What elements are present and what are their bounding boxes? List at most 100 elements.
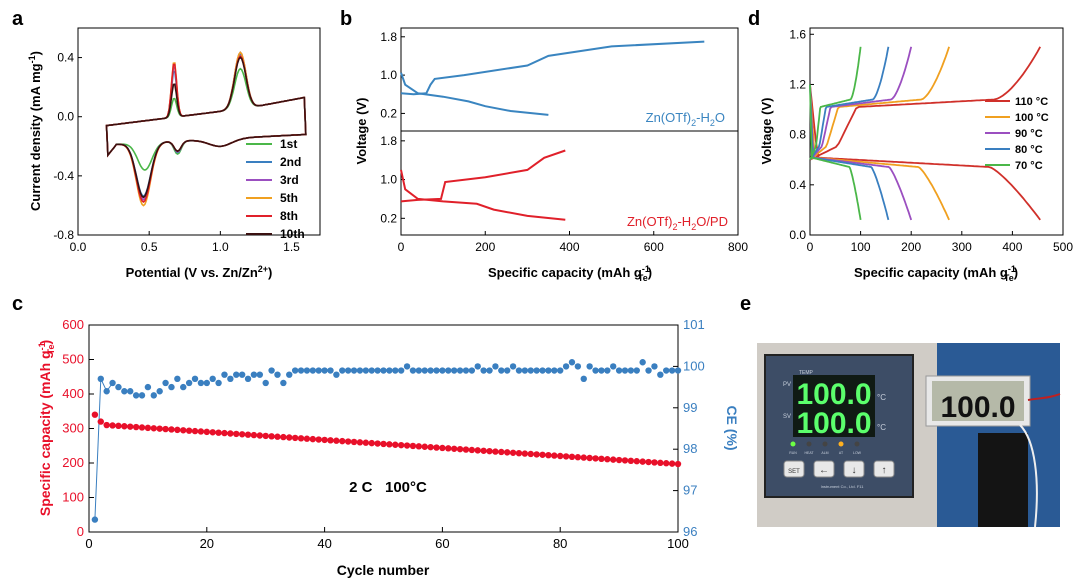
c-ytick-label: 200 [62,455,84,470]
c-ce-point [486,367,493,374]
controller-key [783,460,805,478]
led-run [790,441,796,447]
c-ce-point [215,379,222,387]
led-label: ALM [821,451,828,455]
c-capacity-point [474,447,481,454]
c-ce-point [150,392,157,399]
c-capacity-point [215,429,222,436]
c-ce-point [97,375,104,383]
c-ce-point [439,367,446,374]
c-capacity-point [421,443,428,450]
d-xtick-label: 100 [851,240,871,254]
led-label: RUN [789,451,797,455]
c-y2tick-label: 100 [683,358,705,373]
probe-wire [1027,393,1061,401]
led-label: HEAT [804,451,814,455]
c-capacity-point [121,423,128,430]
panel-label-e: e [740,293,751,315]
c-ce-point [539,367,546,374]
c-ce-point [492,363,499,370]
a-xtick-label: 1.0 [212,240,229,254]
small-thermometer-value: 100.0 [940,391,1015,424]
c-ce-point [286,371,293,378]
c-capacity-point [580,454,587,461]
c-capacity-point [521,450,529,457]
chart-c-ylabel: Specific capacity (mAh g-1Te) [37,340,56,516]
c-ce-point [156,388,163,395]
controller-key [813,460,835,478]
c-y2tick-label: 96 [683,524,697,539]
chart-d-frame [809,27,1064,236]
b-xtick-label: 800 [728,240,748,254]
c-capacity-point [380,440,387,448]
c-ce-point [445,367,452,374]
c-capacity-point [592,455,599,462]
c-capacity-point [509,449,517,456]
a-ytick-label: 0.0 [57,110,74,124]
c-capacity-point [498,448,505,456]
c-ce-point [674,367,682,374]
c-ce-point [668,367,676,374]
controller-pv-label: PV [783,382,791,388]
controller-sv-label: SV [783,414,791,420]
c-ce-point [350,367,358,374]
c-ce-point [168,383,175,391]
c-ce-point [138,392,146,399]
c-capacity-point [185,427,193,434]
d-charge-90 °C [809,46,913,161]
c-xtick-label: 80 [553,536,567,551]
led-at [838,441,844,447]
c-ce-point [592,367,599,374]
a-cv-curve-10th [105,56,307,199]
c-ce-point [274,371,281,378]
chart-c-y2label: CE (%) [724,405,740,450]
c-capacity-point [392,441,399,448]
c-capacity-point [327,437,334,444]
b-ytick-label-top: 1.8 [380,30,397,44]
c-ce-point [103,388,110,395]
c-ce-point [333,371,340,378]
chart-b-bottom-label: Zn(OTf)2-H2O/PD [627,214,728,232]
c-capacity-point [233,430,240,438]
c-ce-point [327,367,334,374]
c-ce-point [115,383,122,391]
photo-e: TEMP PV 100.0 °C SV 100.0 °C RUN HEAT ALM A… [757,343,1061,528]
c-ce-point [380,367,387,374]
d-xtick-label: 300 [952,240,972,254]
sv-unit: °C [877,423,886,432]
c-ce-point [657,371,664,378]
c-capacity-point [539,451,546,458]
c-capacity-point [439,444,446,452]
c-capacity-point [515,449,523,457]
c-capacity-point [562,453,570,460]
c-capacity-point [344,438,352,445]
led-heat [806,441,812,447]
c-ce-point [450,367,458,374]
c-capacity-point [91,411,99,418]
c-capacity-point [132,423,140,431]
c-capacity-point [297,435,305,442]
c-ytick-label: 100 [62,490,84,505]
c-capacity-point [604,456,611,463]
c-ce-point [515,367,523,374]
c-capacity-point [97,418,104,425]
c-capacity-point [533,451,540,458]
c-ce-point [480,367,487,374]
c-ce-point [197,379,205,387]
c-ce-point [527,367,534,374]
c-capacity-point [674,460,682,468]
c-capacity-point [333,437,340,444]
c-capacity-point [627,457,635,465]
c-ce-point [356,367,364,374]
c-capacity-point [445,445,452,452]
c-capacity-point [315,436,322,443]
b-bottom-charge-curve [400,149,566,203]
c-ce-point [610,363,617,370]
c-ce-point [374,367,381,374]
c-capacity-point [633,458,640,465]
controller-key-label: ↓ [852,465,857,476]
c-ytick-label: 400 [62,386,84,401]
c-capacity-point [321,436,328,444]
c-capacity-point [568,453,576,461]
c-ce-point [268,367,275,374]
